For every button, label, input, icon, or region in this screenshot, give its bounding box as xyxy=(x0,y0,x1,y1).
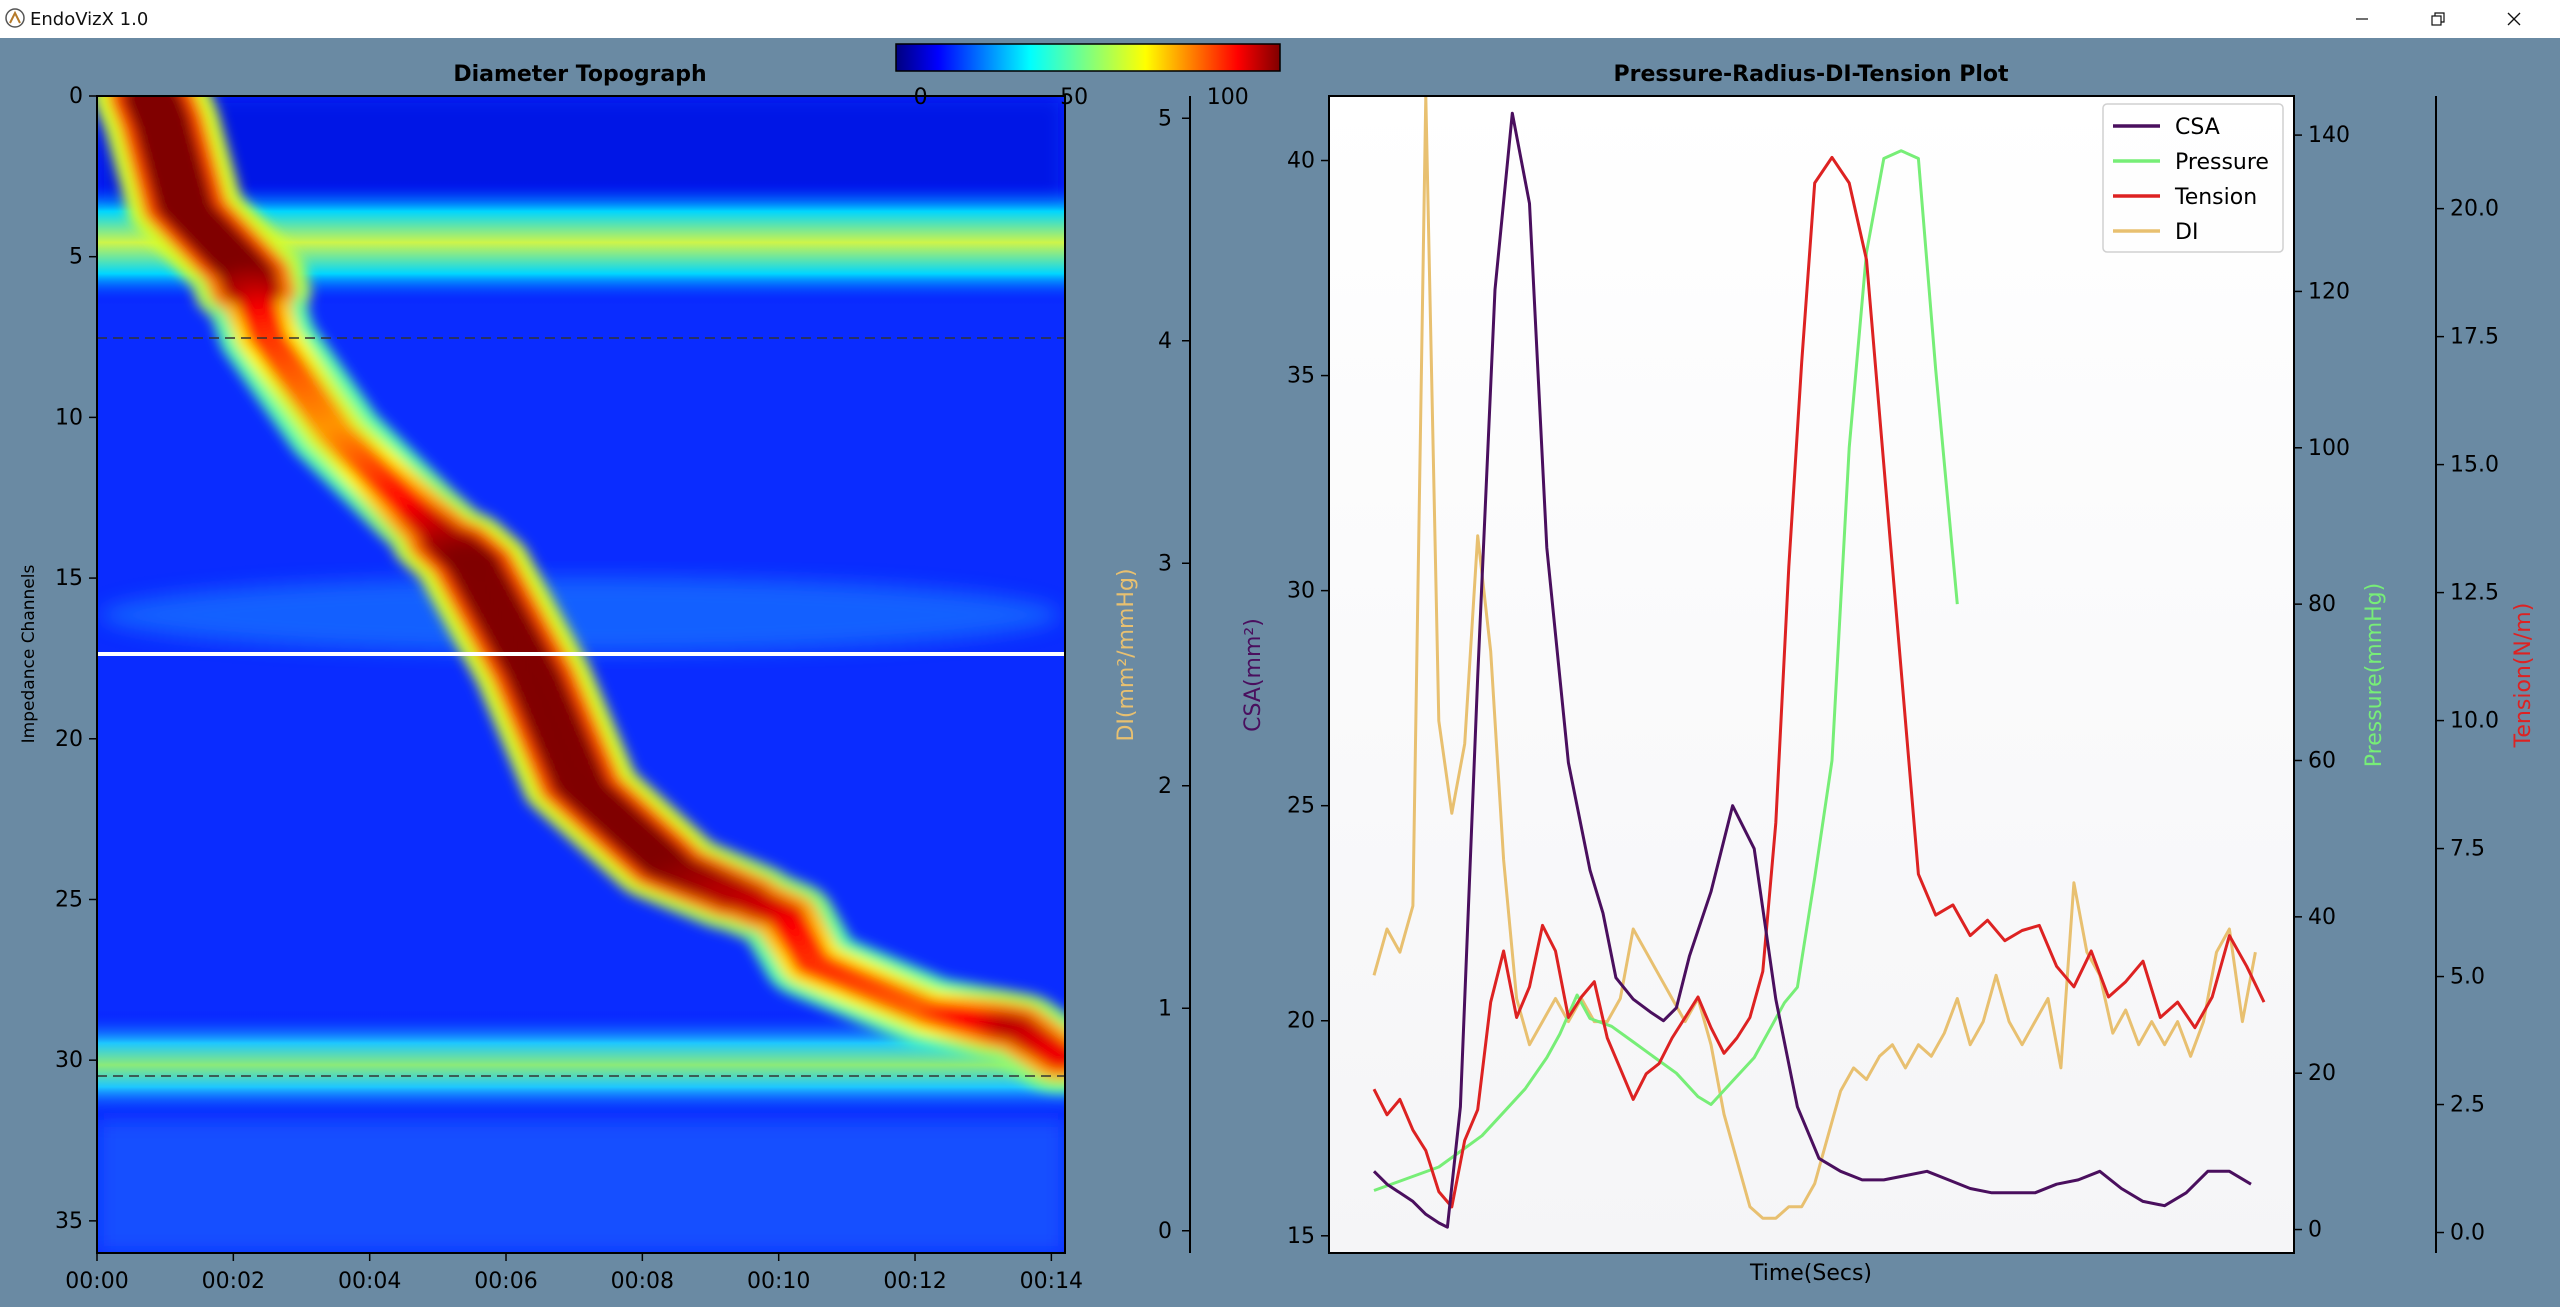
heatmap-ytick-label: 5 xyxy=(69,245,83,270)
tension-tick-label: 10.0 xyxy=(2450,709,2499,734)
heatmap-xtick-label: 00:00 xyxy=(65,1269,128,1294)
tension-tick-label: 17.5 xyxy=(2450,325,2499,350)
heatmap-y-axis: 0 5 10 15 20 25 30 35 xyxy=(55,84,97,1234)
tension-tick-label: 7.5 xyxy=(2450,837,2485,862)
di-tick-label: 3 xyxy=(1158,551,1172,576)
series-line-di xyxy=(1372,96,2257,1220)
heatmap-ytick-label: 15 xyxy=(55,566,83,591)
lineplot-frame xyxy=(1328,95,2295,1254)
legend-label: Pressure xyxy=(2175,150,2269,175)
csa-tick-label: 20 xyxy=(1287,1009,1315,1034)
heatmap-xtick-label: 00:14 xyxy=(1020,1269,1083,1294)
colorbar-tick-label: 0 xyxy=(914,85,928,110)
heatmap-image xyxy=(97,96,1065,1253)
pressure-tick-label: 100 xyxy=(2308,436,2350,461)
heatmap-xtick-label: 00:10 xyxy=(747,1269,810,1294)
series-line-tension xyxy=(1372,155,2266,1209)
restore-button[interactable] xyxy=(2400,0,2476,38)
di-tick-label: 2 xyxy=(1158,774,1172,799)
minimize-icon xyxy=(2356,18,2368,20)
tension-tick-label: 0.0 xyxy=(2450,1221,2485,1246)
pressure-tick-label: 40 xyxy=(2308,905,2336,930)
heatmap-ytick-label: 20 xyxy=(55,727,83,752)
csa-tick-label: 35 xyxy=(1287,364,1315,389)
minimize-button[interactable] xyxy=(2324,0,2400,38)
pressure-tick-label: 140 xyxy=(2308,123,2350,148)
heatmap-xtick-label: 00:04 xyxy=(338,1269,401,1294)
tension-axis: 0.0 2.5 5.0 7.5 10.0 12.5 15.0 17.5 20.0 xyxy=(2436,197,2499,1246)
app-title: EndoVizX 1.0 xyxy=(30,9,149,30)
close-icon xyxy=(2507,12,2521,26)
tension-tick-label: 15.0 xyxy=(2450,453,2499,478)
colorbar-ticks: 0 50 100 xyxy=(914,85,1249,110)
bolus-mark xyxy=(1040,1042,1065,1072)
legend-label: DI xyxy=(2175,220,2198,245)
app-logo-icon xyxy=(5,8,25,28)
legend-label: Tension xyxy=(2174,185,2257,210)
heatmap-title: Diameter Topograph xyxy=(453,62,706,87)
lineplot-series xyxy=(1372,96,2266,1229)
heatmap-xtick-label: 00:02 xyxy=(202,1269,265,1294)
pressure-axis: 0 20 40 60 80 100 120 140 xyxy=(2294,123,2350,1243)
heatmap-frame xyxy=(96,95,1066,1254)
pressure-tick-label: 60 xyxy=(2308,748,2336,773)
heatmap-xtick-label: 00:12 xyxy=(883,1269,946,1294)
pressure-tick-label: 0 xyxy=(2308,1218,2322,1243)
colorbar-tick-label: 50 xyxy=(1060,85,1088,110)
colorbar-tick-label: 100 xyxy=(1207,85,1249,110)
pressure-tick-label: 20 xyxy=(2308,1061,2336,1086)
heatmap-xtick-label: 00:06 xyxy=(474,1269,537,1294)
tension-axis-label: Tension(N/m) xyxy=(2511,603,2536,749)
close-button[interactable] xyxy=(2476,0,2552,38)
csa-axis: 15 20 25 30 35 40 xyxy=(1287,149,1329,1249)
csa-tick-label: 30 xyxy=(1287,579,1315,604)
pressure-tick-label: 120 xyxy=(2308,279,2350,304)
di-axis-label: DI(mm²/mmHg) xyxy=(1114,568,1139,741)
lineplot-xlabel: Time(Secs) xyxy=(1749,1261,1872,1286)
tension-tick-label: 12.5 xyxy=(2450,581,2499,606)
lineplot-title: Pressure-Radius-DI-Tension Plot xyxy=(1614,62,2009,87)
csa-tick-label: 40 xyxy=(1287,149,1315,174)
heatmap-ytick-label: 25 xyxy=(55,887,83,912)
heatmap-ytick-label: 30 xyxy=(55,1048,83,1073)
pressure-tick-label: 80 xyxy=(2308,592,2336,617)
di-tick-label: 1 xyxy=(1158,996,1172,1021)
di-tick-label: 4 xyxy=(1158,329,1172,354)
colorbar xyxy=(895,43,1281,72)
restore-icon xyxy=(2431,12,2445,26)
csa-axis-label: CSA(mm²) xyxy=(1241,618,1266,732)
csa-tick-label: 15 xyxy=(1287,1224,1315,1249)
heatmap-xtick-label: 00:08 xyxy=(611,1269,674,1294)
legend-label: CSA xyxy=(2175,115,2220,140)
series-line-pressure xyxy=(1373,149,1959,1192)
heatmap-ytick-label: 10 xyxy=(55,405,83,430)
tension-tick-label: 20.0 xyxy=(2450,197,2499,222)
heatmap-ylabel: Impedance Channels xyxy=(19,565,39,744)
heatmap-ytick-label: 0 xyxy=(69,84,83,109)
pressure-axis-label: Pressure(mmHg) xyxy=(2362,583,2387,767)
di-tick-label: 0 xyxy=(1158,1219,1172,1244)
csa-tick-label: 25 xyxy=(1287,794,1315,819)
heatmap-ytick-label: 35 xyxy=(55,1209,83,1234)
di-axis: 0 1 2 3 4 5 xyxy=(1158,106,1190,1244)
series-line-csa xyxy=(1372,111,2252,1229)
heatmap-x-axis: 00:00 00:02 00:04 00:06 00:08 00:10 00:12 00:14 xyxy=(65,1253,1083,1294)
legend[interactable]: CSA Pressure Tension DI xyxy=(2102,103,2284,253)
lineplot-area xyxy=(1329,96,2294,1253)
di-tick-label: 5 xyxy=(1158,106,1172,131)
tension-tick-label: 2.5 xyxy=(2450,1093,2485,1118)
window-titlebar: EndoVizX 1.0 xyxy=(0,0,2560,38)
tension-tick-label: 5.0 xyxy=(2450,965,2485,990)
